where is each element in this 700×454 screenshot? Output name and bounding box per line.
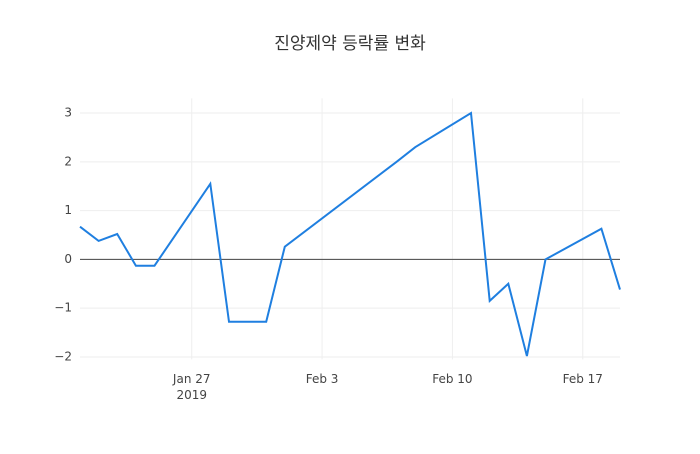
y-tick-label: 2 (64, 154, 72, 168)
y-tick-label: 0 (64, 252, 72, 266)
y-tick-label: 1 (64, 203, 72, 217)
x-tick-label: Feb 17 (563, 372, 603, 386)
x-tick-label: Feb 10 (432, 372, 472, 386)
y-tick-label: 3 (64, 106, 72, 120)
x-tick-label: Feb 3 (306, 372, 339, 386)
x-year-label: 2019 (176, 388, 207, 402)
chart-title: 진양제약 등락률 변화 (274, 34, 426, 54)
y-tick-label: −1 (54, 301, 72, 315)
line-series (79, 111, 621, 357)
y-tick-label: −2 (54, 349, 72, 363)
x-tick-label: Jan 27 (172, 372, 211, 386)
